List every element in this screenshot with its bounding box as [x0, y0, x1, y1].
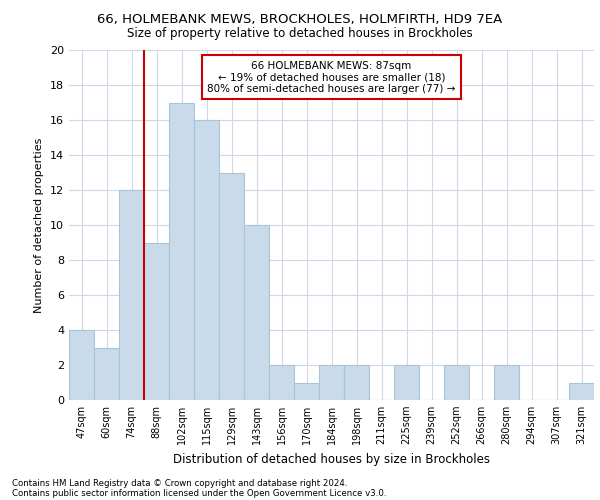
- Bar: [194, 120, 219, 400]
- Text: 66 HOLMEBANK MEWS: 87sqm
← 19% of detached houses are smaller (18)
80% of semi-d: 66 HOLMEBANK MEWS: 87sqm ← 19% of detach…: [208, 60, 455, 94]
- Bar: [244, 225, 269, 400]
- Bar: [219, 172, 244, 400]
- Bar: [394, 365, 419, 400]
- Bar: [269, 365, 294, 400]
- Bar: [444, 365, 469, 400]
- Y-axis label: Number of detached properties: Number of detached properties: [34, 138, 44, 312]
- Bar: [169, 102, 194, 400]
- Text: Contains HM Land Registry data © Crown copyright and database right 2024.: Contains HM Land Registry data © Crown c…: [12, 478, 347, 488]
- Bar: [294, 382, 319, 400]
- Bar: [94, 348, 119, 400]
- Text: 66, HOLMEBANK MEWS, BROCKHOLES, HOLMFIRTH, HD9 7EA: 66, HOLMEBANK MEWS, BROCKHOLES, HOLMFIRT…: [97, 12, 503, 26]
- Text: Contains public sector information licensed under the Open Government Licence v3: Contains public sector information licen…: [12, 488, 386, 498]
- Bar: [494, 365, 519, 400]
- Bar: [319, 365, 344, 400]
- Bar: [144, 242, 169, 400]
- Bar: [569, 382, 594, 400]
- Bar: [344, 365, 369, 400]
- Text: Size of property relative to detached houses in Brockholes: Size of property relative to detached ho…: [127, 28, 473, 40]
- Bar: [119, 190, 144, 400]
- X-axis label: Distribution of detached houses by size in Brockholes: Distribution of detached houses by size …: [173, 452, 490, 466]
- Bar: [69, 330, 94, 400]
